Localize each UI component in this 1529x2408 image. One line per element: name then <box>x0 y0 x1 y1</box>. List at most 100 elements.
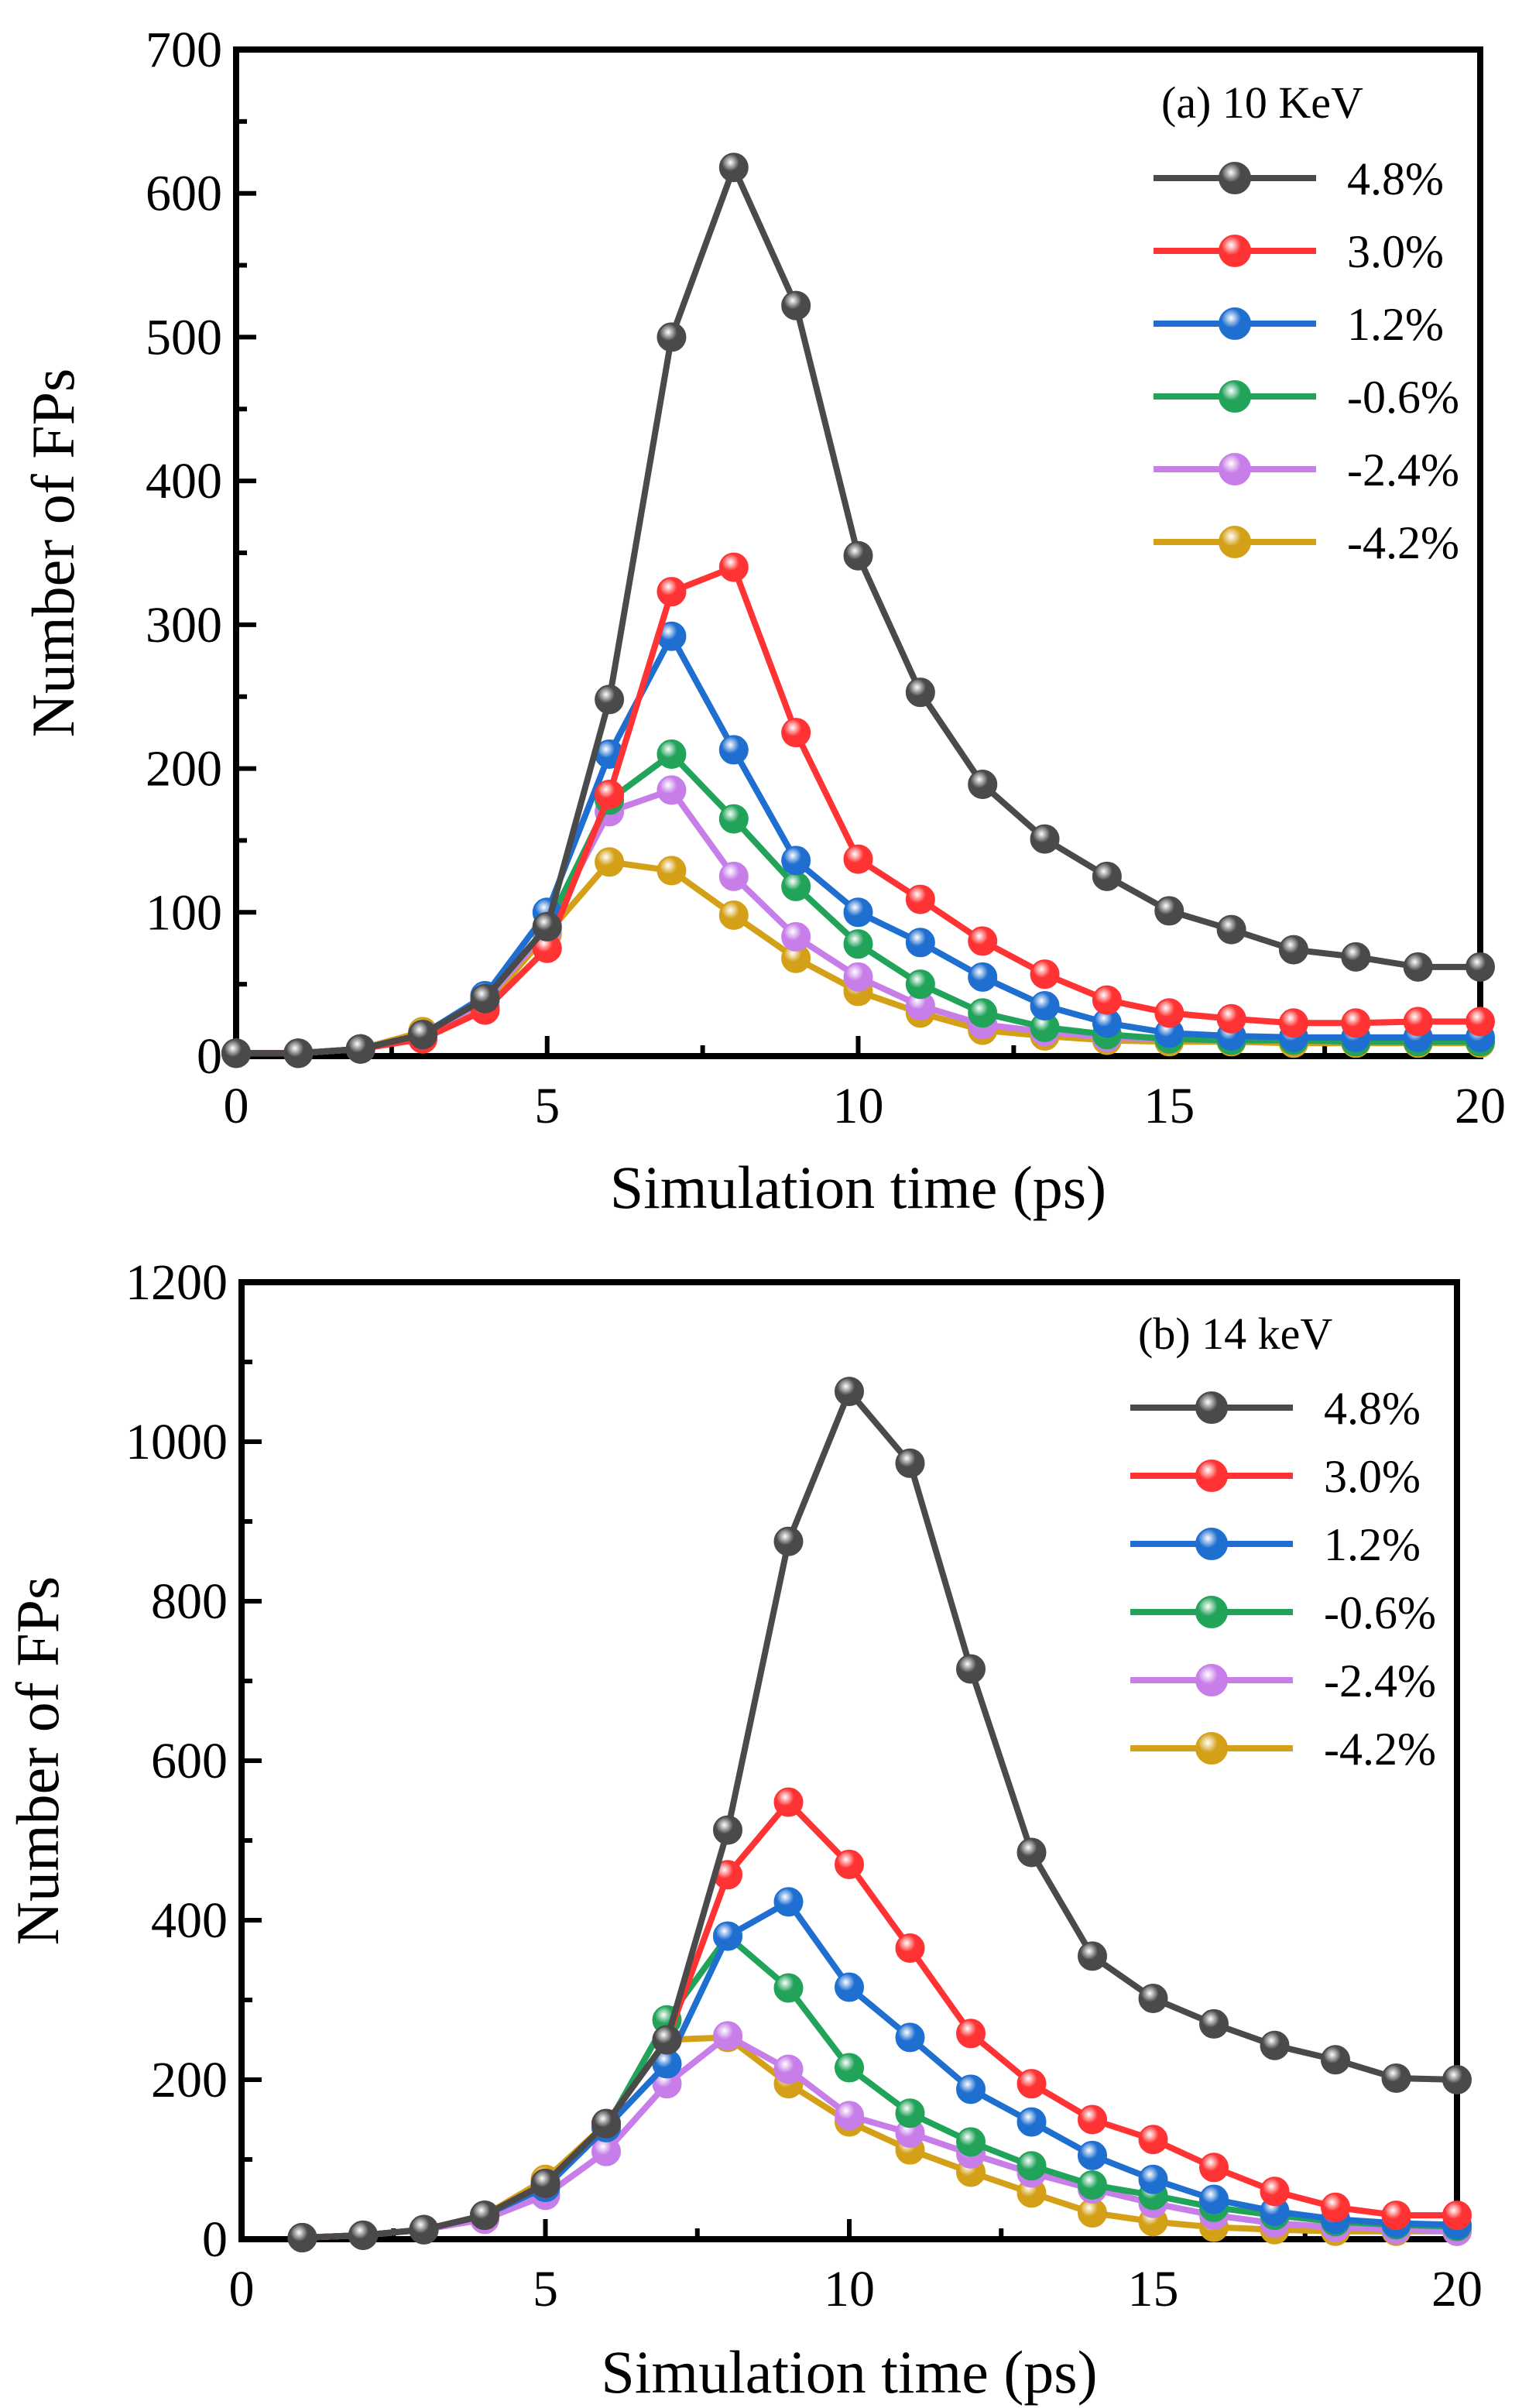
legend-marker-swatch <box>1219 526 1251 558</box>
panel-a-data-point <box>657 322 687 352</box>
panel-b-data-point <box>1016 1837 1047 1868</box>
panel-b-data-point <box>1381 2200 1411 2231</box>
panel-b-y-tick-label: 600 <box>151 1733 228 1789</box>
panel-b-data-point <box>773 2054 804 2084</box>
panel-b-legend: (b) 14 keV 4.8% 3.0% 1.2% -0.6% -2.4% -4.2% <box>1130 1309 1436 1775</box>
panel-b-legend-item: 1.2% <box>1130 1519 1421 1570</box>
panel-b-data-point <box>1078 1941 1107 1971</box>
panel-b-x-tick-label: 0 <box>229 2261 255 2317</box>
panel-a-y-tick-label: 200 <box>146 741 222 798</box>
panel-b-data-point <box>835 1377 864 1407</box>
legend-marker-swatch <box>1195 1664 1228 1696</box>
panel-a-data-point <box>1466 1007 1495 1037</box>
panel-b-data-point <box>652 2025 682 2055</box>
panel-b-data-point <box>1260 2030 1290 2060</box>
panel-b-data-point <box>956 2074 986 2104</box>
panel-b-data-point <box>956 2019 986 2049</box>
panel-a-data-point <box>1278 935 1308 965</box>
panel-b-data-point <box>835 2053 864 2083</box>
panel-a-data-point <box>1216 914 1246 945</box>
panel-b-data-point <box>1016 2151 1047 2181</box>
panel-a-data-point <box>1030 824 1060 854</box>
panel-b-x-axis-title: Simulation time (ps) <box>601 2338 1097 2406</box>
panel-a-y-tick-label: 500 <box>146 309 222 365</box>
panel-a-legend-item: 1.2% <box>1154 299 1444 350</box>
panel-b-legend-item: -4.2% <box>1130 1724 1436 1775</box>
panel-a-data-point <box>1341 1008 1371 1038</box>
panel-b-data-point <box>1199 2152 1229 2183</box>
panel-a-data-point <box>781 871 811 901</box>
panel-a-x-tick-label: 15 <box>1143 1078 1195 1134</box>
legend-marker-swatch <box>1195 1528 1228 1560</box>
panel-a-data-point <box>1030 991 1060 1020</box>
panel-b-y-tick-label: 1000 <box>125 1414 228 1470</box>
panel-a-data-point <box>905 928 935 958</box>
panel-a-data-point <box>968 998 998 1028</box>
panel-b-data-point <box>835 1972 864 2002</box>
panel-a-x-tick-label: 0 <box>224 1078 249 1134</box>
panel-a-data-point <box>1092 985 1122 1015</box>
panel-b-data-point <box>1138 2164 1168 2194</box>
panel-a-data-point <box>470 983 500 1014</box>
panel-a-legend: (a) 10 KeV 4.8% 3.0% 1.2% -0.6% -2.4% -4.2% <box>1154 77 1459 568</box>
panel-a-y-axis-title: Number of FPs <box>19 369 87 738</box>
panel-a-series-4.8% <box>221 153 1495 1069</box>
legend-marker-swatch <box>1195 1391 1228 1424</box>
panel-a-y-tick-label: 300 <box>146 597 222 653</box>
legend-marker-swatch <box>1195 1460 1228 1492</box>
panel-b-data-point <box>1078 2170 1107 2200</box>
panel-b-data-point <box>1078 2140 1107 2170</box>
panel-b-y-tick-label: 1200 <box>125 1254 228 1311</box>
panel-b-data-point <box>713 2021 742 2051</box>
panel-b-data-point <box>835 1849 864 1879</box>
panel-b-data-point <box>1199 2184 1229 2214</box>
panel-a-y-tick-label: 100 <box>146 884 222 941</box>
panel-b-y-tick-label: 200 <box>151 2052 228 2108</box>
panel-a-x-axis-title: Simulation time (ps) <box>610 1154 1106 1221</box>
panel-b-series-line <box>302 1388 1458 2241</box>
panel-a-data-point <box>905 677 935 708</box>
panel-b-series--0.6% <box>287 1921 1472 2252</box>
panel-b-data-point <box>1138 1983 1168 2013</box>
legend-marker-swatch <box>1219 235 1251 267</box>
panel-b-series-4.8% <box>287 1377 1472 2252</box>
legend-label: -4.2% <box>1324 1724 1436 1775</box>
panel-b-y-tick-label: 0 <box>202 2211 228 2268</box>
panel-a-data-point <box>843 929 873 959</box>
panel-b-data-point <box>773 1787 804 1817</box>
panel-b-data-point <box>1138 2125 1168 2155</box>
panel-a-y-tick-label: 0 <box>197 1028 222 1085</box>
panel-a-data-point <box>345 1034 375 1064</box>
legend-label: 1.2% <box>1324 1519 1421 1570</box>
panel-b-data-point <box>530 2168 561 2198</box>
panel-b-plot-frame <box>238 1279 1460 2242</box>
panel-a-data-point <box>968 770 998 799</box>
panel-b-data-point <box>1442 2065 1472 2094</box>
panel-a-data-point <box>968 962 998 992</box>
panel-a-y-tick-label: 700 <box>146 22 222 78</box>
legend-marker-swatch <box>1219 453 1251 485</box>
panel-a-x-tick-label: 20 <box>1455 1078 1506 1134</box>
legend-marker-swatch <box>1195 1596 1228 1628</box>
panel-a-data-point <box>283 1038 314 1069</box>
panel-b-data-point <box>1016 2069 1047 2099</box>
panel-b-data-point <box>895 1933 925 1964</box>
legend-label: -0.6% <box>1324 1587 1436 1638</box>
panel-a-data-point <box>718 804 749 834</box>
panel-a-data-point <box>718 861 749 891</box>
panel-b-data-point <box>835 2101 864 2131</box>
panel-a-data-point <box>1092 861 1122 891</box>
legend-marker-swatch <box>1219 307 1251 340</box>
panel-b-y-tick-label: 800 <box>151 1573 228 1630</box>
panel-b-x-tick-label: 15 <box>1128 2261 1179 2317</box>
panel-a-data-point <box>532 911 562 942</box>
panel-a-data-point <box>843 962 873 992</box>
panel-b-data-point <box>409 2214 439 2245</box>
panel-a-data-point <box>905 969 935 1000</box>
panel-b-data-point <box>1321 2192 1350 2222</box>
panel-b-x-tick-label: 20 <box>1431 2261 1483 2317</box>
panel-a-data-point <box>781 718 811 748</box>
legend-label: -0.6% <box>1347 372 1459 423</box>
legend-marker-swatch <box>1219 380 1251 413</box>
legend-label: 4.8% <box>1324 1383 1421 1434</box>
